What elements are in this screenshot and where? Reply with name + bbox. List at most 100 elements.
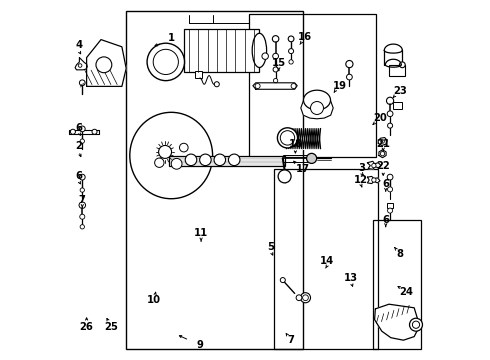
Bar (389, 65, 405, 76)
Circle shape (410, 318, 422, 331)
Circle shape (71, 129, 75, 134)
Text: 6: 6 (382, 179, 389, 189)
Circle shape (387, 111, 393, 117)
Circle shape (96, 57, 112, 73)
Circle shape (289, 49, 294, 54)
Circle shape (289, 60, 293, 64)
Text: 24: 24 (399, 287, 413, 297)
Polygon shape (374, 304, 419, 340)
Circle shape (179, 143, 188, 152)
Circle shape (388, 187, 392, 192)
Circle shape (262, 53, 269, 59)
Bar (195, 71, 202, 78)
Text: 22: 22 (376, 161, 390, 171)
Circle shape (372, 178, 376, 182)
Circle shape (372, 163, 376, 168)
Text: 4: 4 (75, 40, 82, 50)
Text: 2: 2 (75, 141, 82, 151)
Text: 20: 20 (373, 113, 387, 123)
Circle shape (273, 78, 278, 83)
Bar (248, 14, 376, 157)
Ellipse shape (130, 112, 213, 199)
Circle shape (300, 293, 311, 303)
Circle shape (228, 154, 240, 166)
Circle shape (288, 36, 294, 42)
Bar (373, 220, 421, 349)
Circle shape (92, 129, 97, 134)
Ellipse shape (303, 90, 330, 110)
Circle shape (80, 139, 84, 143)
Circle shape (278, 170, 291, 183)
Text: 19: 19 (332, 81, 346, 91)
Circle shape (346, 60, 353, 68)
Circle shape (380, 152, 385, 156)
Text: 17: 17 (296, 164, 310, 174)
Circle shape (387, 97, 393, 104)
Polygon shape (368, 176, 380, 184)
Text: 10: 10 (147, 294, 161, 305)
Circle shape (255, 84, 260, 89)
Circle shape (399, 62, 405, 68)
Circle shape (214, 154, 225, 166)
Bar (387, 203, 393, 208)
Circle shape (153, 49, 178, 75)
Circle shape (291, 84, 296, 89)
Circle shape (307, 153, 317, 163)
Text: 15: 15 (272, 58, 286, 68)
Circle shape (79, 126, 85, 132)
Text: 14: 14 (320, 256, 334, 266)
Circle shape (388, 123, 392, 128)
Text: 7: 7 (79, 195, 86, 205)
Circle shape (155, 158, 164, 167)
Text: 12: 12 (354, 175, 368, 185)
Circle shape (199, 154, 211, 166)
Text: 9: 9 (196, 340, 203, 350)
Text: 6: 6 (75, 123, 82, 133)
Polygon shape (253, 83, 297, 89)
Circle shape (79, 202, 86, 208)
Text: 26: 26 (80, 322, 94, 332)
Circle shape (280, 131, 294, 145)
Circle shape (280, 278, 285, 283)
Circle shape (185, 154, 197, 166)
Circle shape (272, 36, 279, 42)
Bar (274, 169, 378, 349)
Circle shape (273, 67, 278, 72)
Text: 8: 8 (396, 249, 403, 259)
Circle shape (147, 43, 185, 81)
Text: 25: 25 (104, 322, 118, 332)
Polygon shape (69, 130, 99, 134)
Text: 3: 3 (358, 163, 365, 173)
Circle shape (311, 102, 323, 114)
Circle shape (80, 214, 85, 219)
Polygon shape (368, 161, 381, 169)
Text: 5: 5 (268, 242, 274, 252)
Circle shape (296, 295, 302, 301)
Circle shape (214, 82, 220, 87)
Bar (126, 11, 303, 349)
Bar (393, 102, 402, 109)
Circle shape (80, 225, 84, 229)
Text: 11: 11 (194, 228, 208, 238)
Circle shape (303, 295, 308, 301)
Circle shape (79, 174, 85, 180)
Circle shape (277, 128, 297, 148)
Polygon shape (87, 40, 126, 86)
Circle shape (346, 74, 352, 80)
Polygon shape (379, 150, 386, 158)
Text: 21: 21 (376, 139, 390, 149)
Polygon shape (75, 58, 87, 70)
Circle shape (80, 188, 84, 192)
Circle shape (159, 145, 171, 158)
Circle shape (171, 158, 182, 169)
Polygon shape (301, 98, 333, 119)
Text: 18: 18 (288, 139, 302, 149)
Circle shape (387, 174, 393, 180)
Text: 16: 16 (297, 32, 312, 42)
Circle shape (79, 80, 85, 86)
Bar (170, 156, 285, 166)
Circle shape (381, 140, 384, 143)
Text: 13: 13 (344, 273, 358, 283)
Text: 1: 1 (168, 33, 175, 43)
Text: 6: 6 (382, 215, 389, 225)
